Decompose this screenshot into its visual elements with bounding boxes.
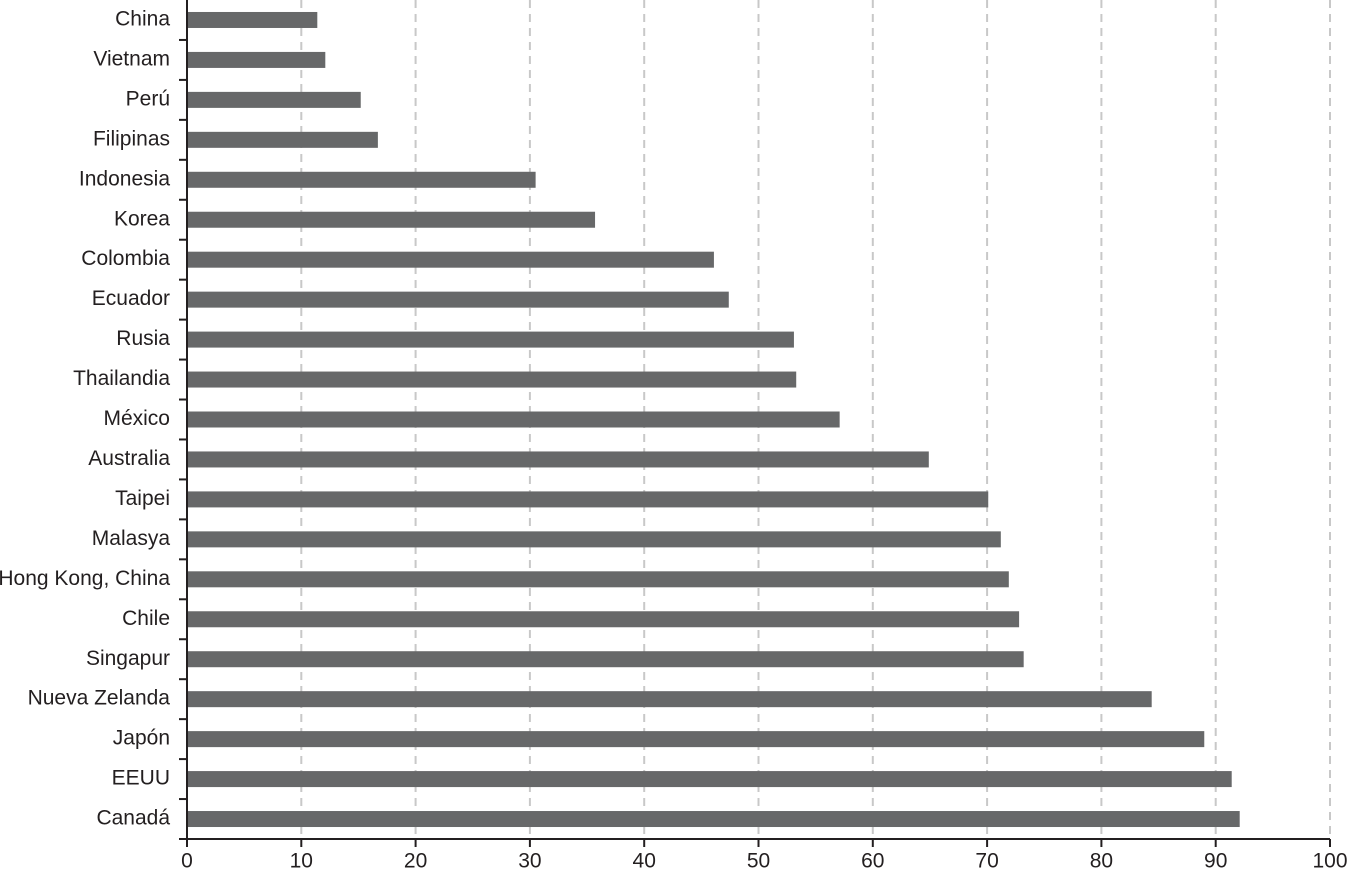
bar: [187, 451, 929, 468]
bar: [187, 211, 596, 228]
bar: [187, 331, 794, 348]
y-tick-label: China: [115, 8, 170, 31]
y-tick-label: Rusia: [116, 327, 170, 350]
x-tick-label: 30: [518, 850, 541, 873]
bar: [187, 51, 326, 68]
bar: [187, 651, 1024, 668]
x-tick-label: 10: [290, 850, 313, 873]
x-tick-label: 100: [1312, 850, 1347, 873]
y-tick-label: México: [103, 407, 170, 430]
y-tick-label: Filipinas: [93, 127, 170, 150]
y-tick-label: Singapur: [86, 647, 170, 670]
y-tick-label: Perú: [126, 87, 170, 110]
bar: [187, 91, 361, 108]
y-tick-label: Nueva Zelanda: [28, 687, 171, 710]
bar: [187, 731, 1205, 748]
y-tick-label: Colombia: [81, 247, 170, 270]
bar: [187, 131, 378, 148]
y-tick-label: Chile: [122, 607, 170, 630]
y-tick-label: Australia: [88, 447, 170, 470]
y-tick-label: Hong Kong, China: [0, 567, 170, 590]
bar: [187, 571, 1009, 588]
bar: [187, 11, 318, 28]
bar: [187, 811, 1240, 828]
bar: [187, 531, 1001, 548]
x-tick-label: 60: [861, 850, 884, 873]
bar: [187, 771, 1232, 788]
x-tick-label: 0: [181, 850, 193, 873]
y-tick-label: Malasya: [92, 527, 171, 550]
x-tick-label: 40: [633, 850, 656, 873]
y-tick-label: Canadá: [96, 807, 170, 830]
y-tick-label: Thailandia: [73, 367, 170, 390]
y-tick-label: Korea: [114, 207, 170, 230]
bar: [187, 691, 1152, 708]
x-tick-label: 90: [1204, 850, 1227, 873]
bar: [187, 371, 797, 388]
x-tick-label: 70: [975, 850, 998, 873]
bar: [187, 611, 1020, 628]
y-tick-label: Indonesia: [79, 167, 170, 190]
bar: [187, 411, 840, 428]
bar: [187, 291, 729, 308]
bar: [187, 491, 989, 508]
bar: [187, 251, 714, 268]
x-tick-label: 80: [1090, 850, 1113, 873]
bar: [187, 171, 536, 188]
y-tick-label: Ecuador: [92, 287, 170, 310]
y-tick-label: EEUU: [112, 767, 170, 790]
x-tick-label: 50: [747, 850, 770, 873]
x-tick-label: 20: [404, 850, 427, 873]
y-tick-label: Taipei: [115, 487, 170, 510]
y-tick-label: Vietnam: [93, 47, 170, 70]
y-tick-label: Japón: [113, 727, 170, 750]
